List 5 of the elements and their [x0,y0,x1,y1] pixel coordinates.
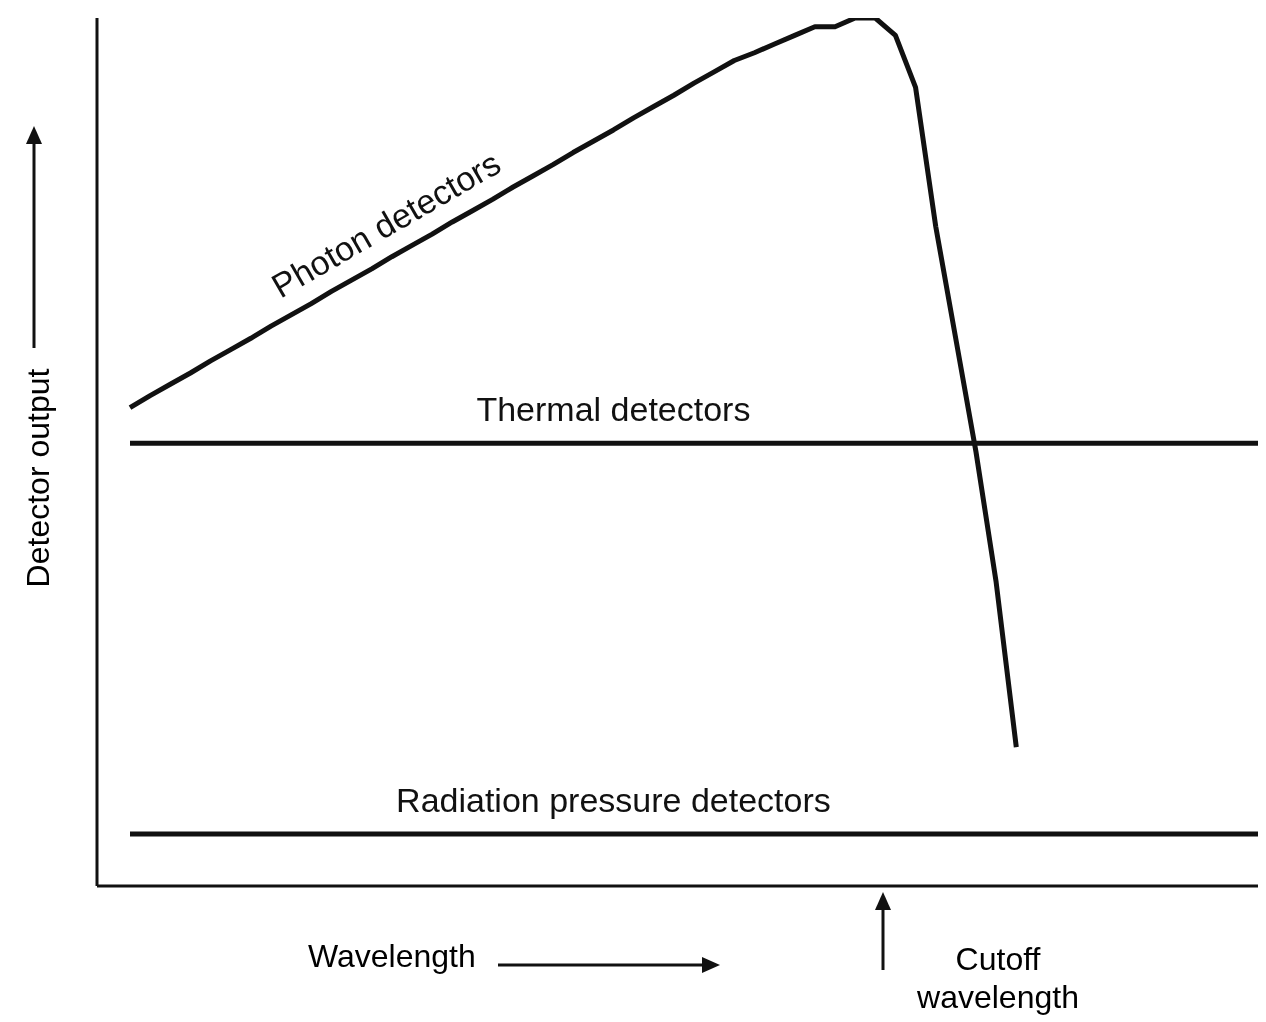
y-axis-title: Detector output [19,368,57,588]
series-label: Thermal detectors [476,390,751,429]
series-label: Radiation pressure detectors [396,780,831,819]
text: Cutoff wavelength [916,940,1080,1016]
x-axis-title: Wavelength [308,938,476,975]
